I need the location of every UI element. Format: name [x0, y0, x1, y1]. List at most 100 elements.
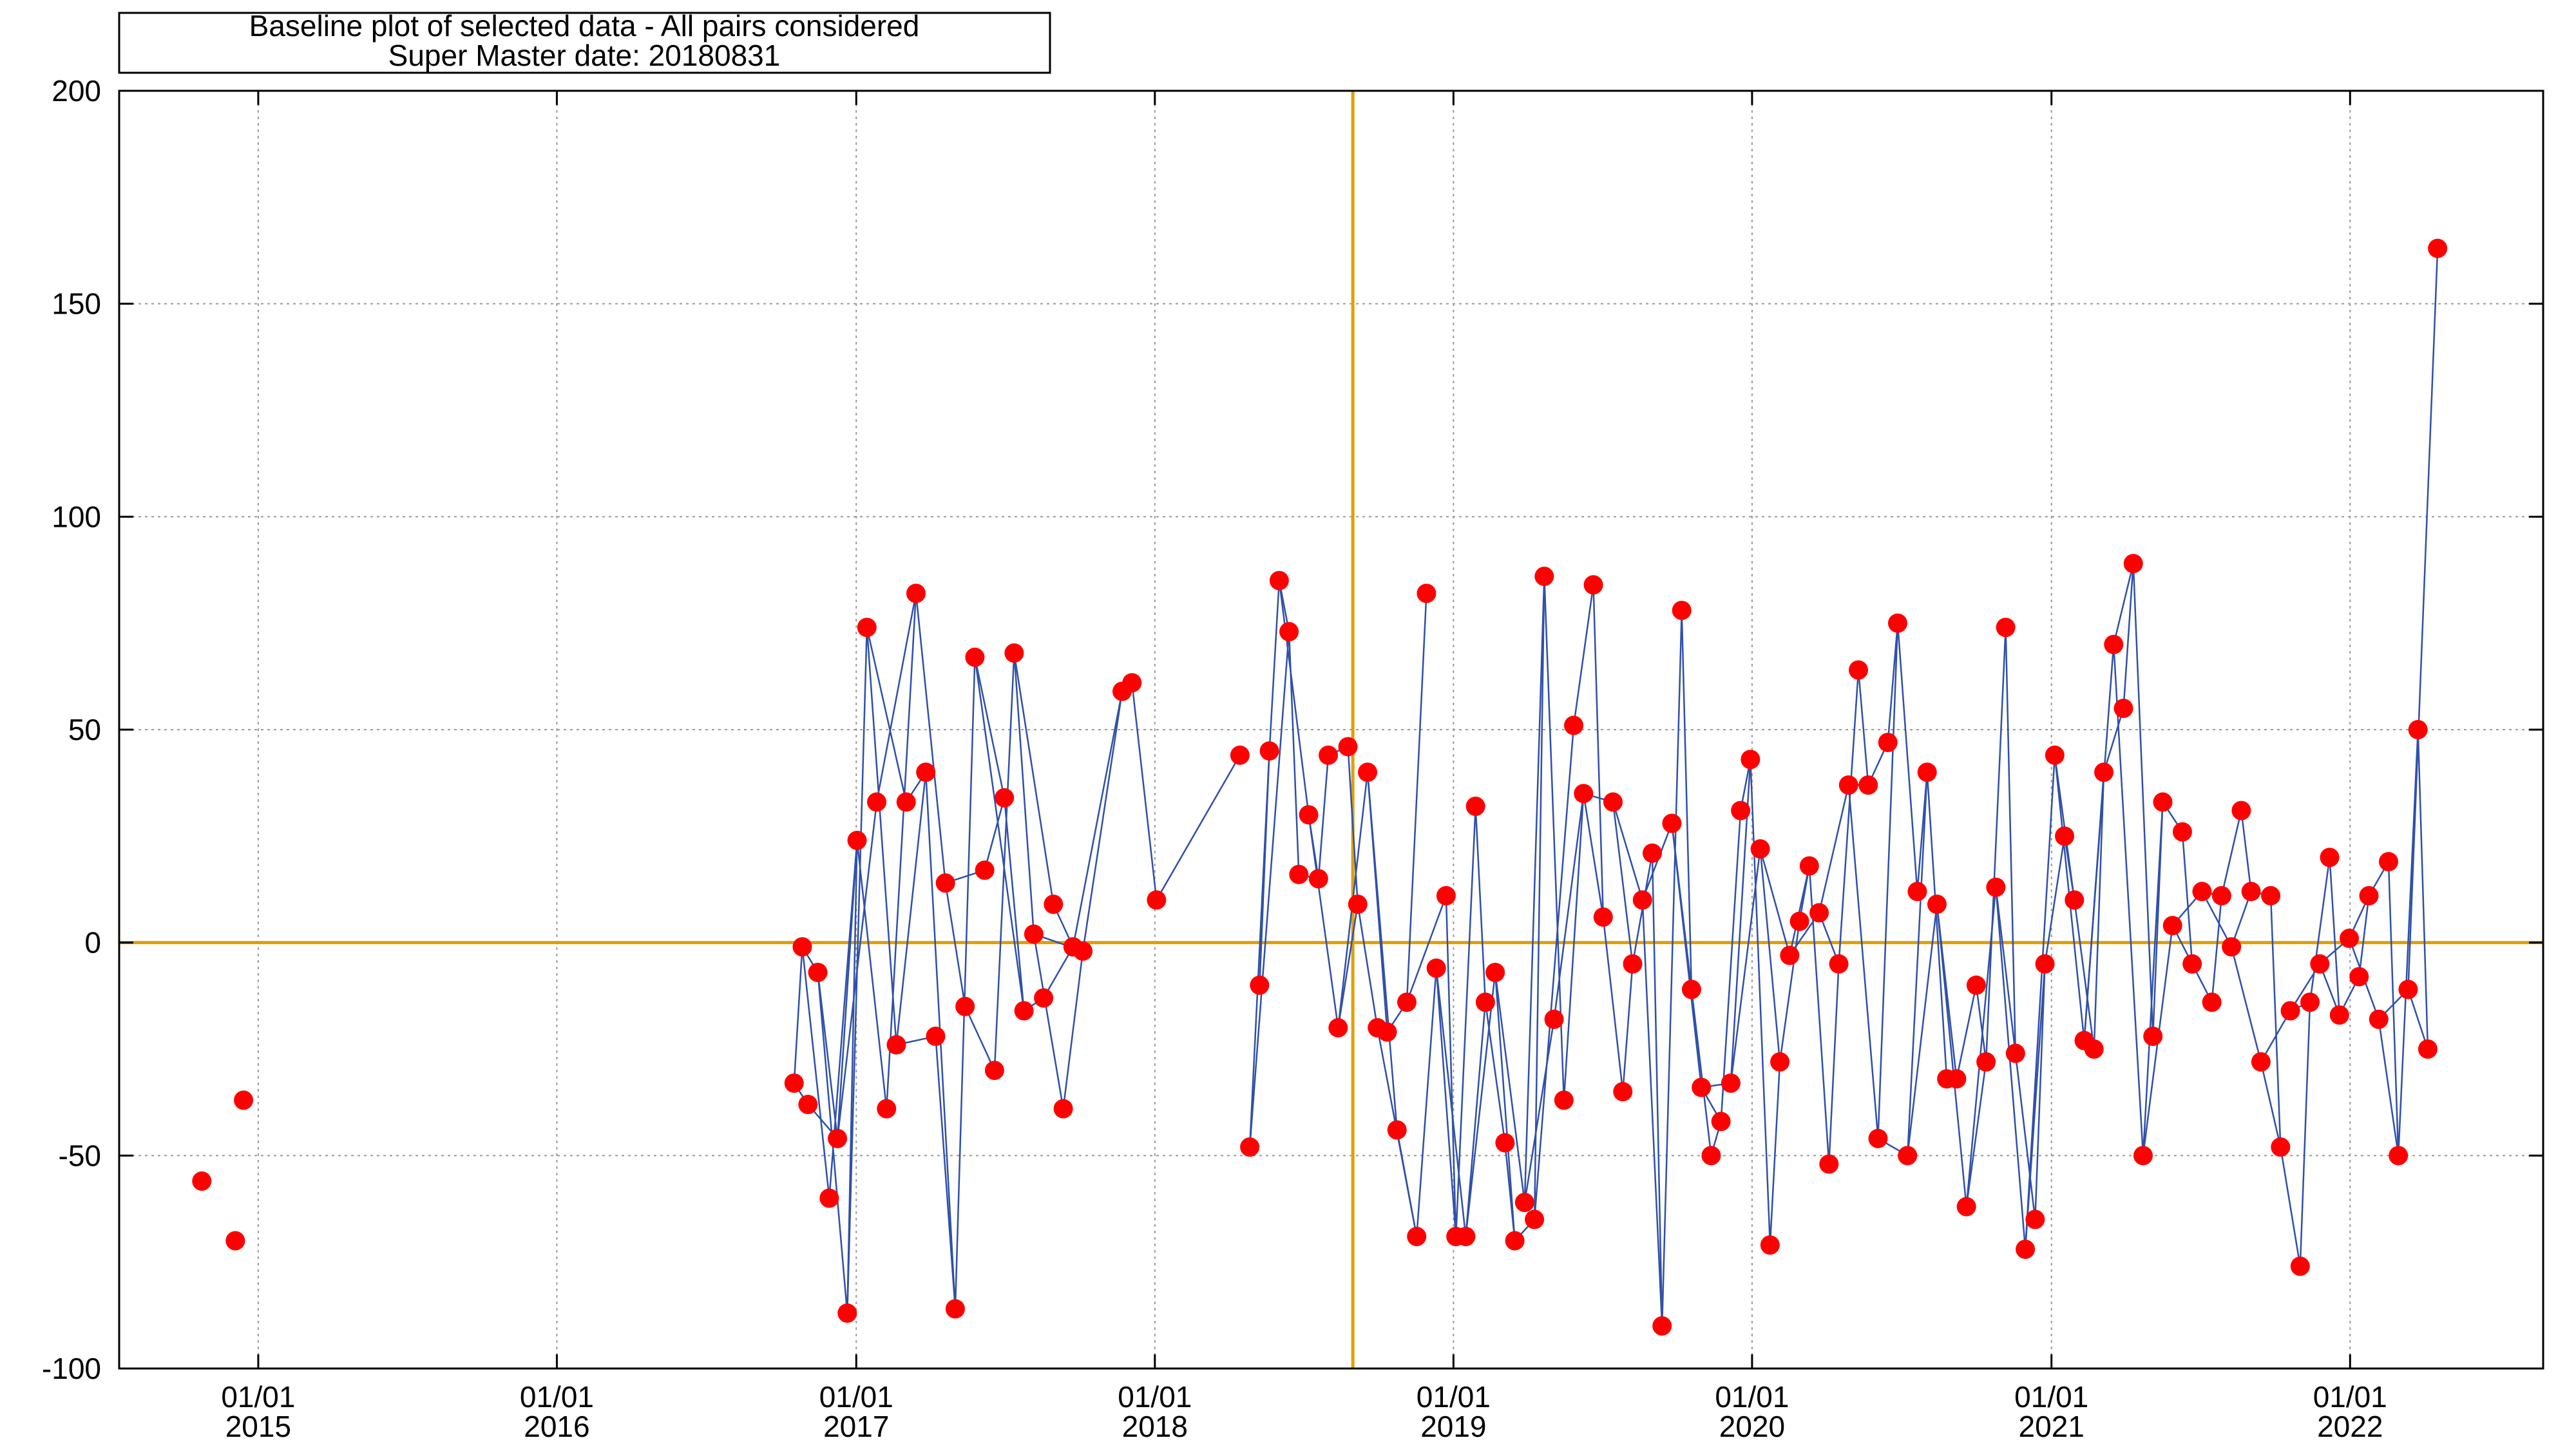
pair-arrow	[1651, 853, 1662, 1326]
pair-arrow	[1769, 1062, 1780, 1245]
y-tick-label: -50	[59, 1139, 101, 1172]
acquisition-point	[819, 1188, 839, 1208]
pair-arrow	[1622, 964, 1632, 1092]
acquisition-point	[1289, 864, 1309, 884]
acquisition-point	[965, 647, 985, 667]
pair-arrow	[1572, 585, 1593, 726]
acquisition-point	[1956, 1197, 1976, 1217]
acquisition-point	[1809, 903, 1829, 923]
acquisition-point	[1574, 784, 1594, 804]
acquisition-point	[1397, 992, 1417, 1012]
pair-arrow	[1465, 1002, 1485, 1237]
pair-arrow	[1602, 916, 1623, 1092]
pair-arrows	[793, 249, 2438, 1326]
acquisition-point	[2035, 954, 2055, 974]
acquisition-point	[1338, 737, 1358, 757]
pair-arrow	[2123, 564, 2133, 709]
pair-arrow	[2034, 964, 2045, 1220]
pair-arrow	[1838, 670, 1858, 964]
acquisition-point	[2104, 634, 2124, 654]
pair-arrow	[2005, 627, 2016, 1053]
acquisition-point	[828, 1128, 848, 1148]
acquisition-point	[1583, 575, 1603, 595]
acquisition-point	[1632, 890, 1652, 910]
pair-arrow	[1612, 802, 1632, 963]
pair-arrow	[866, 627, 897, 1045]
acquisition-point	[2280, 1001, 2300, 1021]
pair-arrow	[1877, 623, 1897, 1139]
y-tick-label: 0	[84, 926, 101, 960]
acquisition-point	[1279, 621, 1299, 641]
acquisition-point	[1073, 941, 1093, 961]
pair-arrow	[2299, 1002, 2310, 1267]
acquisition-point	[2133, 1146, 2153, 1166]
acquisition-point	[906, 583, 926, 603]
acquisition-point	[1917, 762, 1937, 782]
acquisition-point	[2369, 1009, 2389, 1029]
acquisition-point	[1053, 1099, 1073, 1119]
pair-arrow	[1317, 755, 1328, 879]
pair-arrow	[1592, 585, 1603, 917]
x-tick-label-year: 2015	[225, 1410, 291, 1443]
acquisition-point	[1642, 843, 1662, 863]
pair-arrow	[866, 627, 906, 802]
acquisition-point	[886, 1035, 906, 1055]
acquisition-point	[1789, 911, 1809, 931]
pair-arrow	[2309, 857, 2329, 1003]
acquisition-point	[1230, 745, 1250, 765]
acquisition-point	[1927, 895, 1947, 914]
pair-arrow	[1062, 951, 1083, 1109]
x-axis: 01/01201501/01201601/01201701/01201801/0…	[221, 91, 2387, 1443]
x-tick-label-date: 01/01	[2014, 1380, 2088, 1414]
pair-arrow	[2407, 989, 2427, 1049]
y-tick-label: 150	[52, 287, 101, 321]
pair-arrow	[2358, 896, 2369, 977]
acquisition-point	[1505, 1231, 1525, 1251]
x-tick-label-date: 01/01	[221, 1380, 295, 1414]
pair-arrow	[984, 798, 1004, 871]
acquisition-point	[1986, 877, 2006, 897]
pair-arrow	[1156, 755, 1241, 901]
acquisition-point	[1004, 643, 1024, 663]
acquisition-point	[1819, 1154, 1839, 1174]
pair-arrow	[1533, 576, 1544, 1220]
acquisition-point	[2182, 954, 2202, 974]
acquisition-point	[2378, 852, 2398, 872]
acquisition-point	[1475, 992, 1495, 1012]
acquisition-point	[1731, 800, 1751, 820]
acquisition-point	[1534, 566, 1554, 586]
x-tick-label-year: 2022	[2317, 1410, 2383, 1443]
acquisition-point	[1603, 792, 1623, 812]
pair-arrow	[2113, 564, 2133, 645]
acquisition-point	[1593, 907, 1613, 927]
acquisition-point	[2261, 886, 2281, 905]
pair-arrow	[974, 657, 1024, 1011]
acquisition-point	[1652, 1316, 1672, 1336]
acquisition-point	[1328, 1018, 1348, 1037]
x-tick-label-date: 01/01	[1417, 1380, 1491, 1414]
acquisition-point	[2231, 800, 2251, 820]
pair-arrow	[2230, 891, 2251, 947]
acquisition-point	[1147, 890, 1167, 910]
pair-arrow	[886, 593, 916, 1109]
x-tick-label-year: 2018	[1122, 1410, 1188, 1443]
pair-arrow	[1906, 772, 1927, 1156]
x-tick-label-year: 2016	[524, 1410, 589, 1443]
pair-arrow	[1818, 785, 1849, 913]
y-tick-label: 100	[52, 500, 101, 533]
acquisition-point	[2398, 980, 2418, 999]
acquisition-point	[935, 873, 955, 893]
acquisition-point	[1750, 839, 1770, 859]
pair-arrow	[2132, 564, 2153, 1036]
acquisition-point	[2123, 554, 2143, 574]
pair-arrow	[1308, 815, 1339, 1028]
acquisition-point	[1564, 715, 1584, 735]
pair-arrow	[1268, 581, 1279, 752]
pair-arrow	[1278, 580, 1309, 815]
acquisition-point	[2202, 992, 2222, 1012]
pair-arrow	[1072, 691, 1122, 947]
acquisition-points	[192, 238, 2448, 1336]
pair-arrow	[1259, 751, 1269, 985]
pair-arrow	[1494, 972, 1525, 1202]
